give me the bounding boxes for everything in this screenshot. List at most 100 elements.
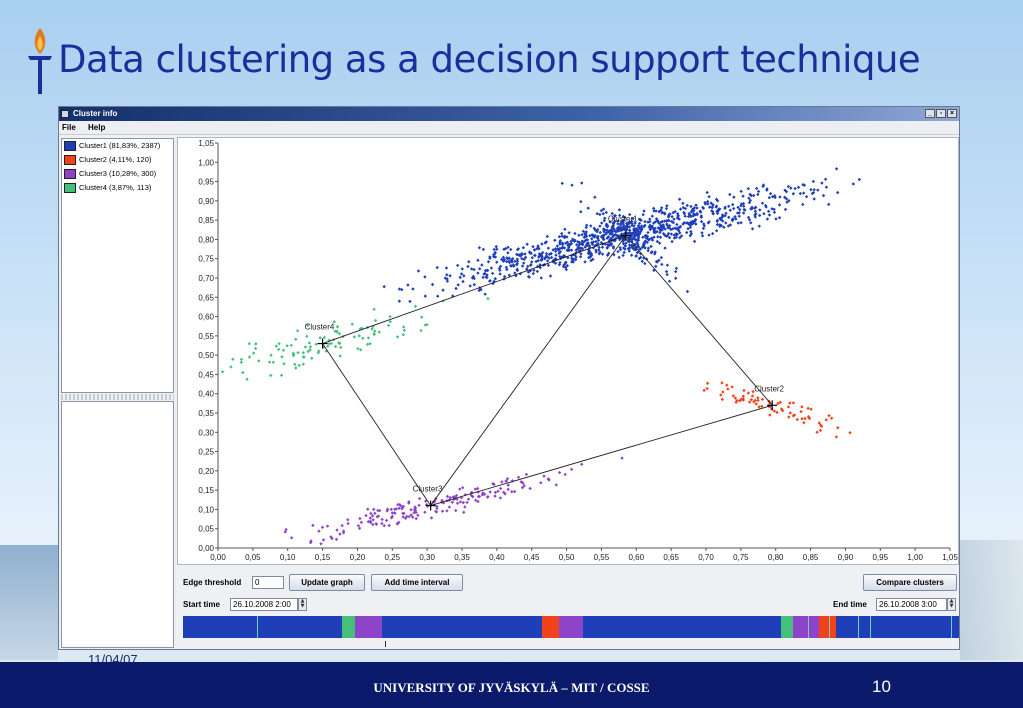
- data-point-cluster1: [700, 231, 704, 235]
- data-point-cluster1: [530, 260, 534, 264]
- cluster-timeline-bar[interactable]: [183, 616, 959, 638]
- start-time-field[interactable]: 26.10.2008 2:00: [230, 598, 298, 611]
- data-point-cluster1: [423, 294, 427, 298]
- timeline-segment-cluster2[interactable]: [541, 616, 559, 638]
- data-point-cluster3: [423, 510, 427, 514]
- x-tick-label: 0,10: [280, 553, 296, 562]
- page-number: 10: [872, 677, 891, 696]
- data-point-cluster3: [385, 507, 390, 511]
- data-point-cluster4: [301, 351, 306, 355]
- data-point-cluster1: [650, 250, 654, 254]
- data-point-cluster1: [459, 272, 464, 276]
- data-point-cluster1: [705, 190, 709, 195]
- timeline-segment-cluster3[interactable]: [355, 616, 383, 638]
- y-tick-label: 0,50: [198, 351, 214, 360]
- start-time-spinner-icon[interactable]: ▲ ▼: [298, 598, 307, 611]
- data-point-cluster1: [628, 212, 632, 217]
- data-point-cluster1: [523, 252, 527, 256]
- timeline-segment-cluster2[interactable]: [819, 616, 837, 638]
- close-icon[interactable]: ×: [947, 109, 957, 118]
- timeline-cursor[interactable]: [385, 641, 386, 647]
- data-point-cluster1: [750, 205, 754, 209]
- data-point-cluster1: [589, 253, 594, 258]
- data-point-cluster1: [652, 235, 656, 239]
- legend-item-cluster3[interactable]: Cluster3 (10,28%, 300): [62, 167, 173, 181]
- data-point-cluster4: [274, 344, 278, 348]
- y-tick-label: 0,95: [198, 178, 214, 187]
- timeline-segment-cluster1[interactable]: [183, 616, 343, 638]
- y-tick-label: 1,05: [198, 139, 214, 148]
- end-time-spinner-icon[interactable]: ▲ ▼: [947, 598, 956, 611]
- data-point-cluster2: [792, 413, 797, 417]
- timeline-segment-cluster4[interactable]: [780, 616, 793, 638]
- data-point-cluster3: [289, 536, 294, 540]
- data-point-cluster2: [741, 394, 746, 398]
- data-point-cluster1: [682, 210, 686, 215]
- x-tick-label: 0,30: [419, 553, 435, 562]
- compare-clusters-button[interactable]: Compare clusters: [863, 574, 957, 591]
- data-point-cluster1: [436, 294, 440, 298]
- legend-item-cluster4[interactable]: Cluster4 (3,87%, 113): [62, 181, 173, 195]
- scatter-chart-panel[interactable]: 0,00 0,05 0,10 0,15 0,20 0,25 0,30 0,35 0,40 0,45…: [177, 137, 959, 565]
- data-point-cluster1: [649, 244, 653, 249]
- minimize-icon[interactable]: _: [925, 109, 935, 118]
- data-point-cluster1: [646, 230, 650, 235]
- data-point-cluster2: [768, 413, 772, 417]
- data-point-cluster1: [820, 181, 824, 185]
- timeline-segment-cluster3[interactable]: [558, 616, 584, 638]
- data-point-cluster4: [307, 341, 312, 345]
- data-point-cluster1: [715, 222, 720, 227]
- data-point-cluster1: [458, 275, 462, 280]
- timeline-segment-cluster3[interactable]: [792, 616, 820, 638]
- panel-splitter[interactable]: [61, 394, 174, 400]
- data-point-cluster3: [458, 500, 463, 504]
- data-point-cluster1: [607, 251, 611, 256]
- data-point-cluster1: [504, 259, 509, 264]
- timeline-segment-cluster4[interactable]: [342, 616, 356, 638]
- timeline-segment-cluster1[interactable]: [382, 616, 542, 638]
- cluster-legend-list[interactable]: Cluster1 (81,83%, 2387) Cluster2 (4,11%,…: [61, 138, 174, 393]
- data-point-cluster1: [547, 256, 551, 260]
- end-time-field[interactable]: 26.10.2008 3:00: [876, 598, 947, 611]
- data-point-cluster1: [546, 246, 551, 250]
- update-graph-button[interactable]: Update graph: [289, 574, 365, 591]
- data-point-cluster1: [515, 259, 520, 264]
- data-point-cluster1: [639, 229, 643, 234]
- edge-threshold-input[interactable]: 0: [252, 576, 284, 589]
- data-point-cluster3: [445, 509, 449, 513]
- data-point-cluster1: [827, 202, 831, 207]
- maximize-icon[interactable]: ▫: [936, 109, 946, 118]
- data-point-cluster1: [836, 190, 840, 195]
- menu-help[interactable]: Help: [88, 123, 106, 132]
- data-point-cluster1: [618, 246, 622, 250]
- y-tick-label: 0,80: [198, 235, 214, 244]
- legend-item-cluster1[interactable]: Cluster1 (81,83%, 2387): [62, 139, 173, 153]
- data-point-cluster1: [535, 246, 539, 251]
- data-point-cluster1: [506, 245, 510, 249]
- university-torch-logo: [28, 28, 52, 94]
- data-point-cluster1: [741, 194, 745, 198]
- app-icon: [61, 110, 69, 118]
- timeline-segment-cluster1[interactable]: [583, 616, 781, 638]
- data-point-cluster1: [521, 246, 526, 250]
- data-point-cluster3: [340, 523, 344, 528]
- data-point-cluster1: [654, 259, 659, 264]
- data-point-cluster1: [481, 247, 486, 252]
- legend-item-cluster2[interactable]: Cluster2 (4,11%, 120): [62, 153, 173, 167]
- data-point-cluster1: [498, 264, 503, 269]
- window-titlebar[interactable]: Cluster info _ ▫ ×: [59, 107, 959, 121]
- data-point-cluster1: [633, 221, 637, 225]
- data-point-cluster3: [329, 535, 333, 539]
- data-point-cluster1: [416, 269, 421, 273]
- data-point-cluster1: [711, 211, 715, 216]
- x-tick-label: 0,35: [454, 553, 470, 562]
- data-point-cluster2: [720, 397, 724, 402]
- data-point-cluster1: [604, 230, 609, 235]
- timeline-segment-cluster1[interactable]: [836, 616, 959, 638]
- data-point-cluster1: [718, 216, 722, 221]
- data-point-cluster2: [795, 417, 800, 422]
- data-point-cluster1: [736, 221, 740, 225]
- add-time-interval-button[interactable]: Add time interval: [371, 574, 463, 591]
- menu-file[interactable]: File: [62, 123, 76, 132]
- data-point-cluster3: [435, 504, 439, 509]
